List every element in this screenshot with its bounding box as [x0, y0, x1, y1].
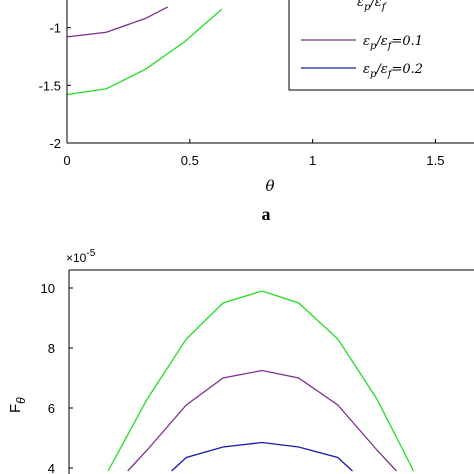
panel-a-x-tick-label: 1 — [309, 153, 316, 168]
panel-a-label: a — [262, 204, 271, 224]
panel-a-y-tick-label: -1.5 — [39, 78, 61, 93]
panel-a-chart: 0 0.5 1 1.5 -1 -1.5 -2 θa εp/εf εp/εf=0.1 εp/εf=0.… — [39, 0, 474, 224]
panel-a-series-line-1 — [66, 6, 169, 38]
panel-a-x-tick-label: 1.5 — [426, 153, 444, 168]
panel-b-y-tick-label: 8 — [48, 341, 55, 356]
panel-b-y-tick-label: 4 — [48, 461, 55, 474]
panel-a-legend-box — [288, 0, 474, 91]
panel-b-y-exponent: ×10-5 — [66, 248, 96, 265]
panel-a-y-tick-label: -1 — [49, 21, 61, 36]
panel-b-series-line-3 — [171, 441, 353, 472]
panel-b-y-axis-label: Fθ — [7, 397, 28, 413]
panel-a-legend-entry-1: εp/εf=0.1 — [363, 34, 423, 52]
panel-b-y-tick-label: 6 — [48, 401, 55, 416]
panel-a-x-tick-label: 0.5 — [181, 153, 199, 168]
panel-b-series-line-2 — [127, 369, 397, 472]
panel-b-series-line-1 — [107, 290, 415, 472]
panel-a-series-line-2 — [66, 8, 223, 96]
panel-a-legend-entry-partial: εp/εf — [357, 0, 388, 13]
panel-a-legend-entry-2: εp/εf=0.2 — [363, 62, 423, 80]
panel-b-y-tick-label: 10 — [41, 281, 55, 296]
panel-b-chart: 10 8 6 4 ×10-5 Fθ — [7, 248, 474, 474]
panel-a-y-tick-label: -2 — [49, 136, 61, 151]
panel-a-x-tick-label: 0 — [63, 153, 70, 168]
panel-a-legend: εp/εf εp/εf=0.1 εp/εf=0.2 — [288, 0, 474, 91]
panel-a-x-axis-label: θ — [265, 177, 274, 195]
